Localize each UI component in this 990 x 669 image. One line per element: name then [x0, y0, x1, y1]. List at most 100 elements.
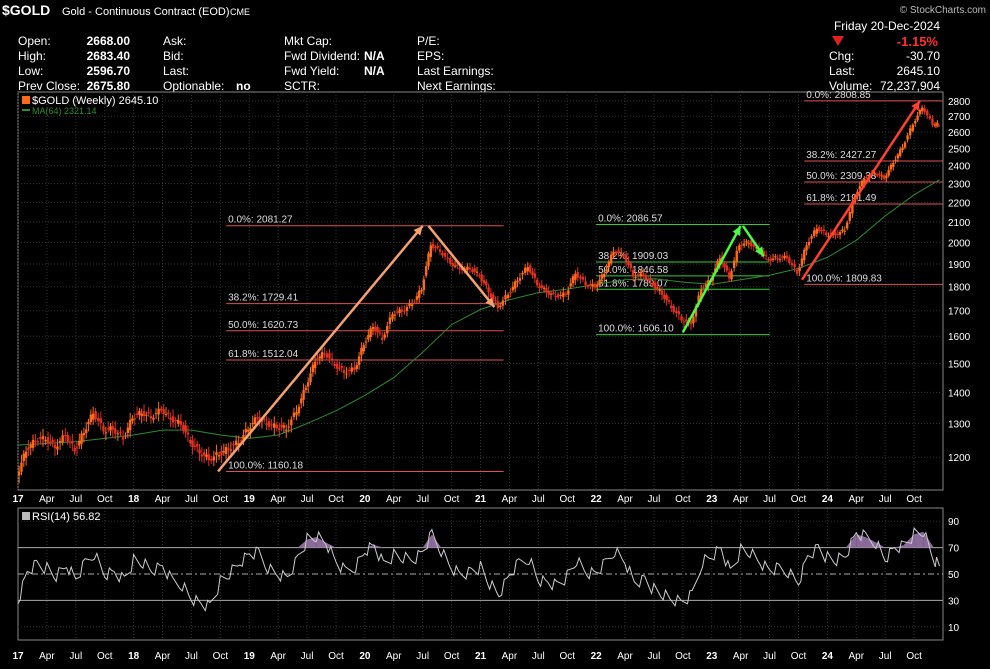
price-bar-body: [934, 124, 938, 126]
field-value: 2596.70: [87, 64, 131, 78]
price-bar-body: [220, 450, 223, 456]
price-bar-body: [157, 408, 160, 415]
price-bar-body: [75, 447, 79, 449]
field-label: P/E:: [417, 34, 440, 48]
rsi-overbought-fill: [923, 531, 934, 548]
price-bar-body: [53, 444, 57, 449]
price-bar-body: [27, 447, 30, 451]
price-bar-body: [367, 334, 370, 340]
price-bar-body: [771, 258, 775, 260]
rsi-time-tick-label: Apr: [386, 651, 402, 662]
price-bar-body: [80, 433, 83, 444]
price-bar-body: [885, 175, 888, 179]
trend-arrowhead-icon: [485, 297, 495, 308]
field-label: Bid:: [163, 49, 184, 63]
rsi-time-tick-label: 23: [706, 651, 718, 662]
price-bar-body: [596, 285, 599, 287]
instrument-name: Gold - Continuous Contract (EOD): [62, 6, 230, 18]
price-bar-body: [152, 417, 155, 420]
price-bar-body: [750, 240, 753, 247]
price-bar-body: [66, 435, 69, 442]
rsi-overbought-fill: [914, 531, 924, 548]
price-bar-body: [556, 294, 560, 298]
price-bar-body: [282, 425, 286, 428]
price-bar-body: [164, 413, 168, 415]
price-bar-body: [340, 366, 343, 368]
time-tick-label: Apr: [39, 494, 55, 505]
price-bar-body: [49, 441, 52, 443]
time-tick-label: 20: [359, 494, 371, 505]
price-bar-body: [131, 418, 134, 422]
field-label: Optionable:: [163, 79, 224, 93]
rsi-time-tick-label: Jul: [532, 651, 545, 662]
fib-level-label: 38.2%: 2427.27: [806, 150, 876, 161]
price-bar-body: [104, 432, 108, 434]
price-bar-body: [540, 285, 543, 288]
price-bar-body: [400, 309, 404, 312]
price-bar-body: [521, 272, 524, 275]
price-bar-body: [579, 276, 582, 279]
price-bar-body: [290, 419, 293, 426]
price-bar-body: [738, 245, 741, 251]
price-bar-body: [210, 458, 213, 461]
price-bar-body: [697, 295, 700, 305]
price-bar-body: [899, 149, 902, 156]
price-legend: $GOLD (Weekly) 2645.10: [32, 95, 158, 107]
fib-level-label: 0.0%: 2086.57: [598, 214, 663, 225]
price-bar-body: [56, 446, 59, 450]
fib-level-label: 61.8%: 1789.07: [598, 278, 668, 289]
price-tick-label: 2100: [948, 218, 971, 229]
price-bar-body: [569, 283, 572, 287]
price-bar-body: [851, 201, 854, 214]
price-bar-body: [752, 244, 756, 247]
time-tick-label: Oct: [444, 494, 460, 505]
price-bar-body: [149, 415, 153, 419]
price-bar-body: [478, 275, 481, 277]
price-bar-body: [663, 294, 666, 299]
price-bar-body: [745, 241, 748, 243]
price-bar-body: [249, 428, 252, 432]
field-label: SCTR:: [284, 79, 320, 93]
rsi-tick-label: 30: [948, 596, 960, 607]
price-bar-body: [273, 423, 276, 428]
price-bar-body: [848, 211, 851, 221]
trend-arrowhead-icon: [911, 100, 920, 111]
price-tick-label: 2400: [948, 162, 971, 173]
time-tick-label: 22: [591, 494, 603, 505]
price-bar-body: [485, 281, 488, 286]
price-bar-body: [742, 243, 746, 246]
rsi-time-tick-label: Jul: [416, 651, 429, 662]
price-bar-body: [133, 418, 136, 420]
price-bar-body: [420, 289, 423, 292]
price-bar-body: [609, 254, 613, 264]
price-bar-body: [443, 252, 447, 257]
price-bar-body: [39, 436, 42, 440]
time-tick-label: Oct: [791, 494, 807, 505]
price-bar-body: [526, 267, 529, 272]
trend-arrow-line: [800, 100, 921, 281]
price-bar-body: [845, 222, 849, 229]
field-label: High:: [18, 49, 46, 63]
price-bar-body: [431, 243, 435, 248]
price-bar-body: [102, 425, 105, 432]
rsi-time-tick-label: Apr: [617, 651, 633, 662]
rsi-tick-label: 50: [948, 570, 960, 581]
rsi-legend: RSI(14) 56.82: [32, 511, 100, 523]
price-bar-body: [627, 260, 630, 266]
price-bar-body: [154, 413, 158, 415]
trend-arrow-line: [217, 225, 424, 473]
price-bar-body: [936, 123, 939, 125]
price-bar-body: [644, 275, 648, 280]
time-tick-label: 23: [706, 494, 718, 505]
price-bar-body: [371, 326, 375, 330]
rsi-overbought-fill: [316, 537, 326, 548]
rsi-tick-label: 10: [948, 623, 960, 634]
price-bar-body: [892, 162, 895, 167]
rsi-overbought-fill: [422, 534, 432, 548]
price-bar-body: [513, 281, 517, 289]
price-bar-body: [64, 435, 67, 437]
price-bar-body: [177, 419, 180, 424]
price-bar-body: [825, 232, 828, 235]
rsi-overbought-fill: [364, 544, 375, 548]
